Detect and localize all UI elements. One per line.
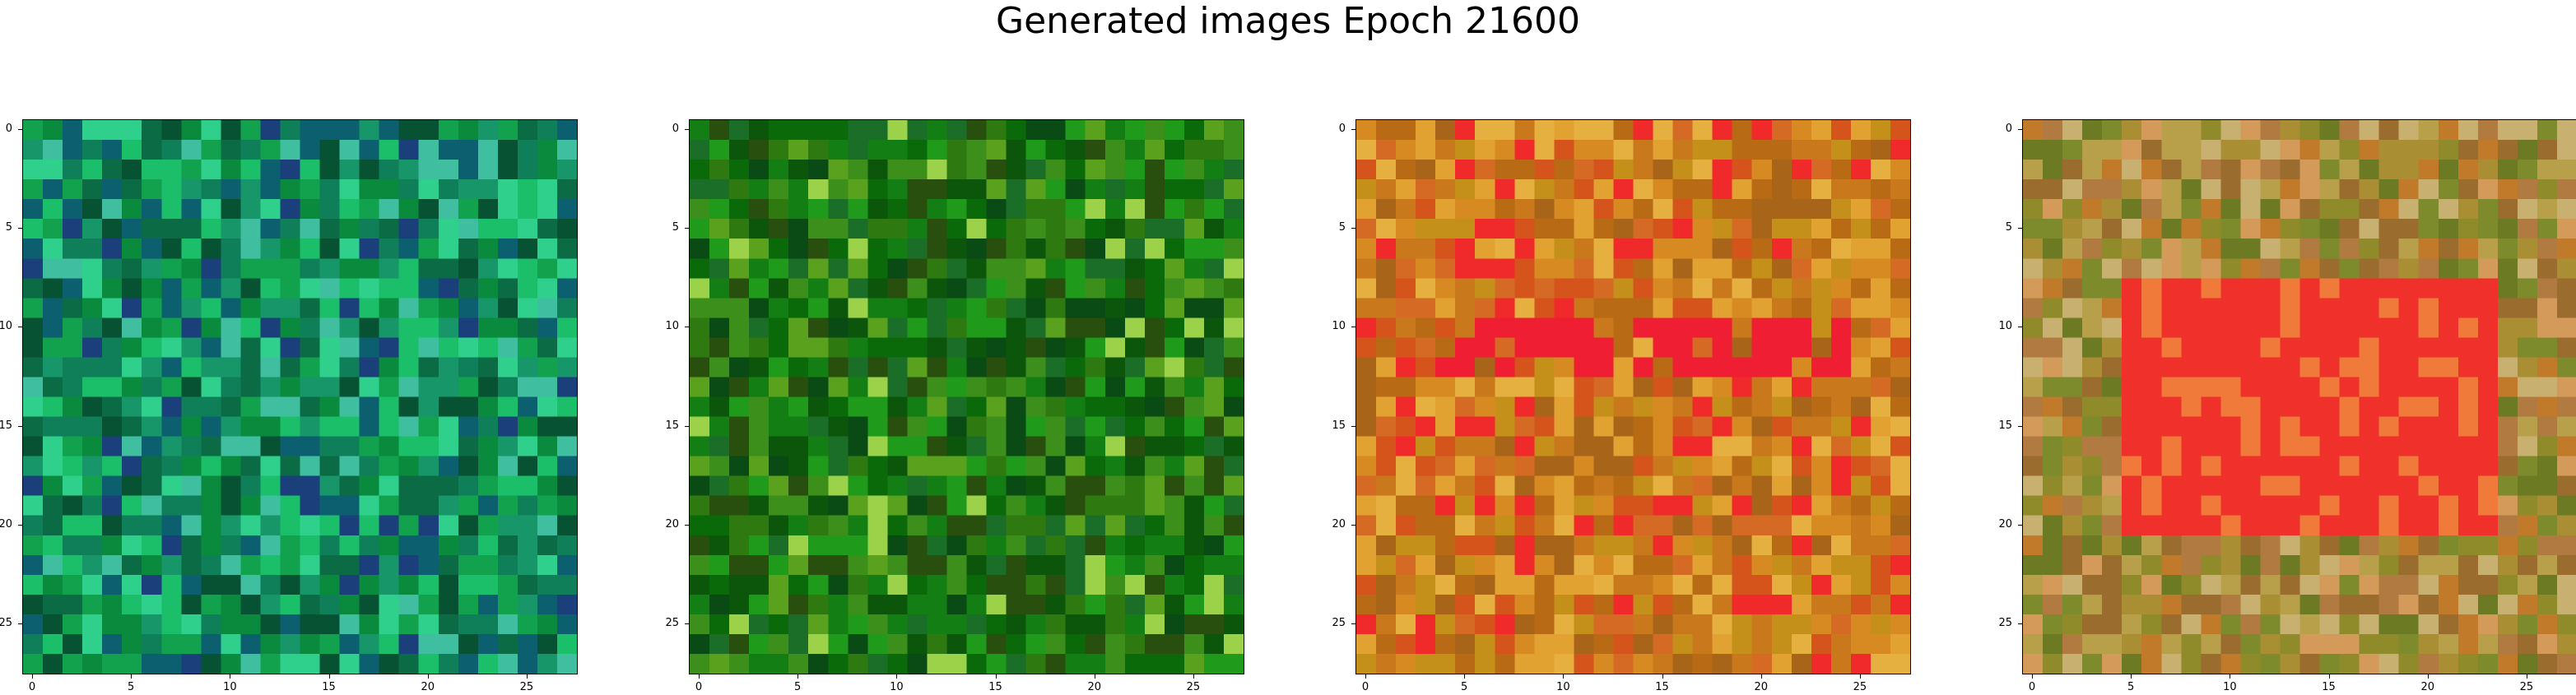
x-tick-label: 10 (2223, 681, 2237, 693)
y-tick-label: 25 (1998, 616, 2012, 629)
x-tick-label: 10 (1556, 681, 1570, 693)
image-panel-1: 0 5 10 15 20 25 0 5 10 15 20 25 (0, 119, 578, 693)
x-tick-mark (2328, 674, 2330, 679)
x-tick-mark (427, 674, 429, 679)
y-tick-label: 25 (665, 616, 679, 629)
image-panel-4: 0 5 10 15 20 25 0 5 10 15 20 25 (1998, 119, 2576, 693)
x-tick-label: 5 (794, 681, 802, 693)
y-tick-label: 25 (0, 616, 12, 629)
x-tick-label: 20 (2420, 681, 2434, 693)
y-tick-label: 20 (1332, 517, 1346, 531)
y-tick-label: 15 (0, 419, 12, 432)
x-tick-label: 0 (2028, 681, 2036, 693)
x-tick-mark (2427, 674, 2429, 679)
y-tick-mark (685, 228, 689, 229)
x-tick-mark (1563, 674, 1565, 679)
y-tick-label: 10 (0, 320, 12, 333)
image-panel-2: 0 5 10 15 20 25 0 5 10 15 20 25 (665, 119, 1244, 693)
y-tick-label: 20 (0, 517, 12, 531)
x-tick-label: 15 (322, 681, 336, 693)
y-tick-label: 15 (1332, 419, 1346, 432)
y-tick-label: 0 (1338, 123, 1346, 136)
y-tick-mark (18, 524, 22, 526)
x-tick-mark (1662, 674, 1663, 679)
x-tick-mark (2032, 674, 2034, 679)
y-tick-label: 5 (1338, 221, 1346, 234)
y-tick-mark (1351, 425, 1355, 427)
y-tick-mark (2018, 129, 2022, 131)
x-tick-mark (1760, 674, 1762, 679)
generated-image-2 (689, 119, 1244, 674)
y-tick-mark (2018, 623, 2022, 624)
x-tick-label: 20 (1087, 681, 1101, 693)
x-tick-mark (1859, 674, 1861, 679)
x-tick-label: 20 (1754, 681, 1768, 693)
x-tick-mark (1365, 674, 1367, 679)
y-tick-label: 20 (1998, 517, 2012, 531)
x-tick-mark (131, 674, 133, 679)
y-tick-mark (685, 623, 689, 624)
y-tick-label: 5 (2005, 221, 2012, 234)
generated-image-4 (2022, 119, 2576, 674)
y-tick-mark (685, 524, 689, 526)
y-tick-mark (1351, 524, 1355, 526)
y-tick-label: 5 (672, 221, 679, 234)
y-tick-label: 0 (672, 123, 679, 136)
x-tick-label: 5 (2127, 681, 2135, 693)
y-tick-mark (685, 425, 689, 427)
x-tick-label: 15 (1655, 681, 1669, 693)
y-tick-mark (18, 623, 22, 624)
y-tick-mark (685, 129, 689, 131)
x-tick-label: 25 (519, 681, 534, 693)
y-tick-label: 10 (1332, 320, 1346, 333)
y-tick-label: 10 (1998, 320, 2012, 333)
y-tick-mark (1351, 623, 1355, 624)
y-tick-label: 0 (5, 123, 12, 136)
x-tick-label: 0 (1361, 681, 1369, 693)
x-tick-label: 25 (1853, 681, 1867, 693)
y-tick-mark (2018, 425, 2022, 427)
x-tick-mark (2131, 674, 2132, 679)
generated-image-1 (22, 119, 578, 674)
x-tick-label: 0 (695, 681, 703, 693)
x-tick-mark (32, 674, 34, 679)
y-tick-mark (1351, 129, 1355, 131)
x-tick-mark (995, 674, 997, 679)
generated-image-3 (1355, 119, 1911, 674)
y-tick-mark (18, 129, 22, 131)
x-tick-label: 5 (1461, 681, 1468, 693)
x-tick-label: 25 (1186, 681, 1201, 693)
x-tick-mark (526, 674, 528, 679)
x-tick-mark (896, 674, 898, 679)
y-tick-label: 0 (2005, 123, 2012, 136)
x-tick-label: 25 (2519, 681, 2534, 693)
x-tick-label: 15 (2322, 681, 2336, 693)
x-tick-label: 20 (421, 681, 435, 693)
x-tick-label: 10 (890, 681, 904, 693)
x-tick-mark (699, 674, 700, 679)
x-tick-mark (1193, 674, 1194, 679)
y-tick-label: 10 (665, 320, 679, 333)
y-tick-mark (2018, 228, 2022, 229)
x-tick-label: 15 (988, 681, 1002, 693)
y-tick-mark (18, 228, 22, 229)
x-tick-label: 10 (223, 681, 237, 693)
y-tick-label: 5 (5, 221, 12, 234)
x-tick-mark (328, 674, 330, 679)
figure-title: Generated images Epoch 21600 (995, 0, 1581, 42)
x-tick-mark (797, 674, 799, 679)
x-tick-label: 0 (28, 681, 36, 693)
y-tick-mark (1351, 228, 1355, 229)
x-tick-label: 5 (128, 681, 135, 693)
y-tick-label: 20 (665, 517, 679, 531)
image-panel-3: 0 5 10 15 20 25 0 5 10 15 20 25 (1332, 119, 1911, 693)
x-tick-mark (1464, 674, 1466, 679)
y-tick-label: 25 (1332, 616, 1346, 629)
y-tick-mark (18, 425, 22, 427)
y-tick-label: 15 (665, 419, 679, 432)
y-tick-label: 15 (1998, 419, 2012, 432)
y-tick-mark (2018, 524, 2022, 526)
